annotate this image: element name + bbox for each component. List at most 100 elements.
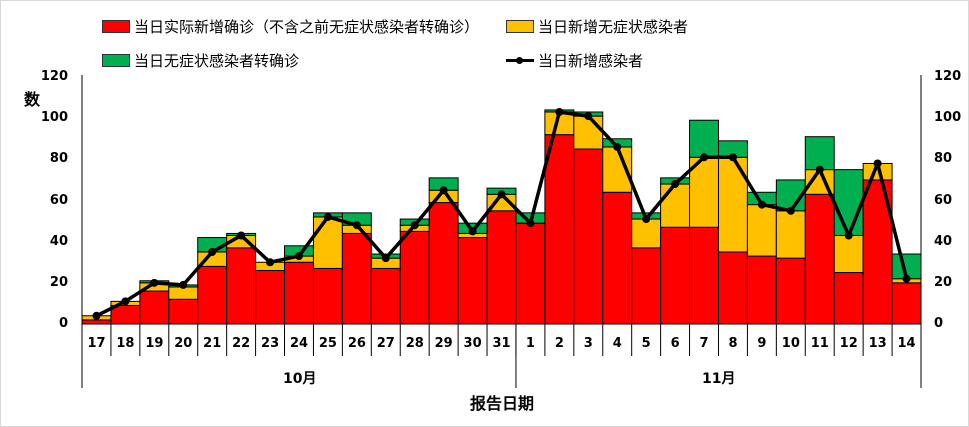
x-tick-day: 22 bbox=[232, 336, 251, 351]
x-tick-day: 26 bbox=[347, 336, 366, 351]
line-marker-icon bbox=[584, 112, 593, 121]
line-marker-icon bbox=[844, 231, 853, 240]
bar-segment bbox=[833, 272, 864, 325]
legend-item-green: 当日无症状感染者转确诊 bbox=[102, 50, 299, 71]
line-marker-icon bbox=[757, 200, 766, 209]
y-tick-left: 80 bbox=[49, 151, 68, 167]
bar-segment bbox=[284, 261, 314, 325]
line-marker-icon bbox=[671, 180, 680, 189]
bar-segment bbox=[746, 204, 777, 257]
bar-segment bbox=[833, 234, 864, 274]
y-axis-label: 数 bbox=[24, 90, 41, 109]
legend-item-yellow: 当日新增无症状感染者 bbox=[506, 16, 688, 37]
x-tick-day: 19 bbox=[145, 336, 164, 351]
bar-segment bbox=[312, 216, 343, 269]
bar-segment bbox=[428, 202, 459, 325]
y-tick-right: 60 bbox=[934, 192, 953, 208]
line-marker-icon bbox=[468, 227, 477, 236]
legend-label-red: 当日实际新增确诊（不含之前无症状感染者转确诊） bbox=[134, 18, 480, 36]
line-marker-icon bbox=[902, 274, 911, 283]
month-label-oct: 10月 bbox=[283, 371, 317, 387]
x-tick-day: 20 bbox=[174, 336, 193, 351]
x-tick-day: 10 bbox=[781, 336, 800, 351]
line-marker-icon bbox=[439, 186, 448, 195]
legend-label-line: 当日新增感染者 bbox=[538, 52, 644, 70]
bar-segment bbox=[515, 222, 546, 325]
legend-line-marker-icon bbox=[506, 55, 534, 66]
y-tick-right: 20 bbox=[934, 274, 953, 290]
x-tick-day: 2 bbox=[554, 336, 564, 351]
y-tick-right: 80 bbox=[934, 151, 953, 167]
line-marker-icon bbox=[179, 280, 188, 289]
bar-segment bbox=[255, 269, 286, 325]
bar-segment bbox=[891, 282, 922, 325]
x-tick-day: 3 bbox=[583, 336, 593, 351]
line-marker-icon bbox=[294, 252, 303, 261]
y-tick-right: 40 bbox=[934, 233, 953, 249]
y-tick-right: 100 bbox=[934, 110, 962, 126]
bar-segment bbox=[746, 255, 777, 325]
x-tick-day: 7 bbox=[699, 336, 709, 351]
legend-swatch-red bbox=[102, 20, 130, 33]
bar-segment bbox=[457, 237, 488, 325]
x-tick-day: 31 bbox=[492, 336, 511, 351]
bar-segment bbox=[717, 251, 748, 325]
line-marker-icon bbox=[700, 153, 709, 162]
x-tick-day: 30 bbox=[463, 336, 482, 351]
line-marker-icon bbox=[815, 165, 824, 174]
line-marker-icon bbox=[150, 278, 159, 287]
bar-segment bbox=[573, 148, 604, 325]
month-label-nov: 11月 bbox=[702, 371, 736, 387]
bar-segment bbox=[833, 169, 864, 236]
line-marker-icon bbox=[208, 247, 217, 256]
x-tick-day: 9 bbox=[757, 336, 767, 351]
line-marker-icon bbox=[555, 107, 564, 116]
x-tick-day: 23 bbox=[261, 336, 280, 351]
x-tick-day: 6 bbox=[670, 336, 680, 351]
y-tick-left: 60 bbox=[49, 192, 68, 208]
x-tick-day: 4 bbox=[612, 336, 622, 351]
bar-segment bbox=[197, 265, 228, 325]
legend-item-line: 当日新增感染者 bbox=[506, 50, 643, 71]
line-marker-icon bbox=[237, 231, 246, 240]
x-tick-day: 13 bbox=[868, 336, 887, 351]
bar-segment bbox=[544, 134, 575, 325]
line-marker-icon bbox=[873, 159, 882, 168]
bar-segment bbox=[370, 267, 401, 325]
y-tick-left: 0 bbox=[58, 316, 68, 331]
y-tick-left: 100 bbox=[40, 110, 68, 126]
line-marker-icon bbox=[381, 254, 390, 263]
line-marker-icon bbox=[323, 212, 332, 221]
x-tick-day: 11 bbox=[810, 336, 829, 351]
bar-segment bbox=[689, 226, 719, 325]
legend-label-yellow: 当日新增无症状感染者 bbox=[538, 18, 689, 36]
line-marker-icon bbox=[266, 258, 275, 267]
x-tick-day: 18 bbox=[116, 336, 135, 351]
bar-segment bbox=[399, 230, 430, 325]
y-tick-left: 120 bbox=[40, 69, 68, 84]
line-marker-icon bbox=[352, 221, 361, 230]
x-tick-day: 1 bbox=[525, 336, 535, 351]
line-marker-icon bbox=[526, 219, 535, 228]
y-tick-left: 20 bbox=[49, 274, 68, 290]
bar-segment bbox=[312, 267, 343, 325]
x-tick-day: 24 bbox=[289, 336, 309, 351]
bar-segment bbox=[602, 191, 633, 325]
bar-segment bbox=[689, 156, 719, 228]
bar-segment bbox=[775, 257, 806, 325]
bar-segment bbox=[775, 210, 806, 259]
line-marker-icon bbox=[121, 297, 130, 306]
x-tick-day: 17 bbox=[87, 336, 106, 351]
line-marker-icon bbox=[642, 215, 651, 224]
line-marker-icon bbox=[497, 190, 506, 199]
x-tick-day: 5 bbox=[641, 336, 651, 351]
x-tick-day: 14 bbox=[897, 336, 916, 351]
legend-label-green: 当日无症状感染者转确诊 bbox=[134, 52, 300, 70]
x-tick-day: 8 bbox=[728, 336, 738, 351]
bar-segment bbox=[341, 232, 372, 325]
x-tick-day: 29 bbox=[434, 336, 453, 351]
bar-segment bbox=[573, 115, 604, 150]
line-marker-icon bbox=[786, 206, 795, 215]
bar-segment bbox=[689, 119, 719, 158]
